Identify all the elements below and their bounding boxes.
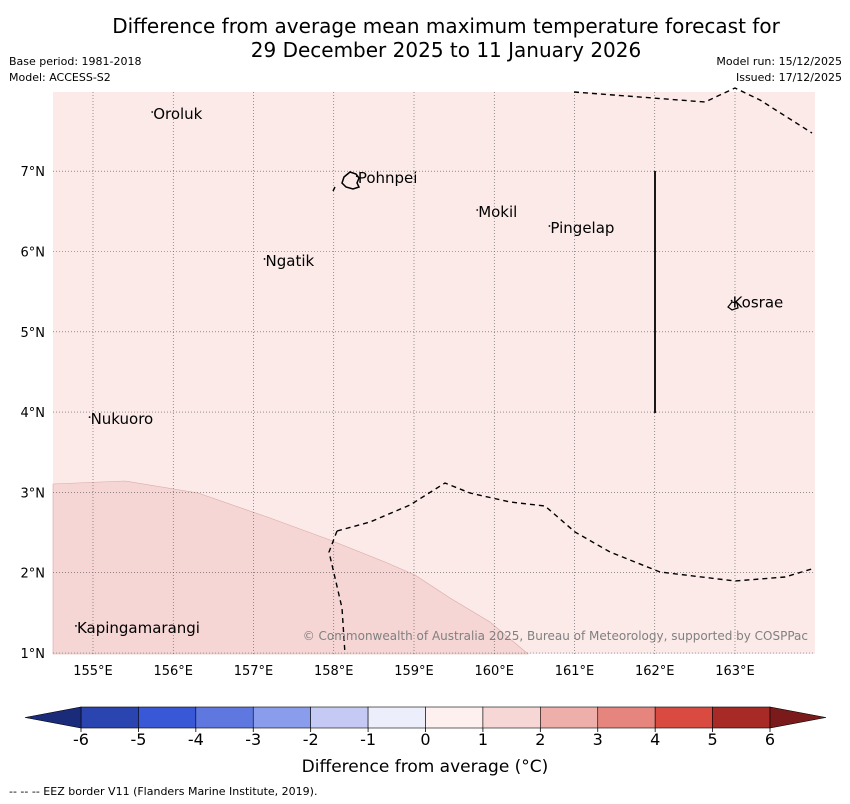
lon-tick-label: 158°E	[314, 664, 354, 679]
anomaly-zone	[52, 480, 529, 655]
map-title: Difference from average mean maximum tem…	[0, 14, 850, 62]
meta-right: Model run: 15/12/2025 Issued: 17/12/2025	[716, 54, 842, 86]
colorbar-tick-label: 2	[535, 730, 545, 749]
lat-tick-label: 2°N	[21, 567, 46, 582]
place-marker	[548, 225, 551, 227]
eez-borders	[328, 87, 816, 655]
colorbar-segment	[138, 706, 197, 729]
colorbar-segment	[425, 706, 484, 729]
colorbar-segment	[597, 706, 656, 729]
lon-tick-label: 159°E	[394, 664, 434, 679]
colorbar-tick-label: 4	[650, 730, 660, 749]
lon-tick-label: 157°E	[234, 664, 274, 679]
place-label: Pingelap	[550, 219, 614, 237]
model-name: Model: ACCESS-S2	[9, 71, 111, 84]
longitude-labels: 155°E 156°E 157°E 158°E 159°E 160°E 161°E 162°E…	[73, 664, 755, 679]
colorbar-tick-label: 1	[478, 730, 488, 749]
place-marker	[88, 416, 91, 419]
lon-tick-label: 162°E	[635, 664, 675, 679]
place-marker	[476, 209, 479, 211]
place-label: Ngatik	[266, 252, 315, 270]
colorbar-tick-label: -6	[73, 730, 89, 749]
place-label: Oroluk	[153, 105, 202, 123]
copyright-notice: © Commonwealth of Australia 2025, Bureau…	[303, 629, 808, 643]
lat-tick-label: 3°N	[21, 486, 46, 501]
lat-tick-label: 4°N	[21, 406, 46, 421]
lat-tick-label: 1°N	[21, 647, 46, 662]
colorbar-segment	[540, 706, 599, 729]
lat-tick-label: 7°N	[21, 165, 46, 180]
model-run: Model run: 15/12/2025	[716, 55, 842, 68]
latitude-labels: 1°N 2°N 3°N 4°N 5°N 6°N 7°N	[21, 165, 46, 662]
colorbar-extend-low	[24, 706, 82, 729]
colorbar-segment	[367, 706, 426, 729]
colorbar-segment	[712, 706, 771, 729]
lon-tick-label: 161°E	[555, 664, 595, 679]
place-labels: Oroluk Pohnpei Mokil Pingelap Ngatik Kosrae Nu…	[75, 105, 783, 637]
colorbar-tick-label: -5	[130, 730, 146, 749]
lon-tick-label: 160°E	[474, 664, 514, 679]
place-label: Mokil	[478, 203, 517, 221]
colorbar-tick-label: -1	[360, 730, 376, 749]
meta-left: Base period: 1981-2018 Model: ACCESS-S2	[9, 54, 141, 86]
colorbar-tick-label: -2	[303, 730, 319, 749]
place-marker	[355, 175, 358, 178]
colorbar: -6 -5 -4 -3 -2 -1 0 1 2 3 4 5 6	[24, 706, 827, 749]
base-period: Base period: 1981-2018	[9, 55, 142, 68]
place-label: Pohnpei	[358, 169, 418, 187]
place-marker	[730, 299, 733, 302]
colorbar-tick-label: 5	[707, 730, 717, 749]
place-marker	[263, 258, 266, 260]
lat-tick-label: 5°N	[21, 326, 46, 341]
colorbar-segment	[195, 706, 254, 729]
place-marker	[75, 625, 77, 627]
colorbar-tick-label: 6	[765, 730, 775, 749]
lon-tick-label: 163°E	[715, 664, 755, 679]
place-label: Nukuoro	[91, 410, 154, 428]
colorbar-extend-high	[769, 706, 827, 729]
colorbar-tick-label: -3	[245, 730, 261, 749]
eez-border-north	[573, 87, 813, 134]
lon-tick-label: 155°E	[73, 664, 113, 679]
colorbar-segment	[310, 706, 369, 729]
colorbar-segment	[654, 706, 713, 729]
colorbar-segment	[252, 706, 311, 729]
eez-border-fragment	[332, 186, 336, 192]
place-label: Kapingamarangi	[77, 619, 200, 637]
colorbar-segment	[80, 706, 139, 729]
colorbar-segment	[482, 706, 541, 729]
lon-tick-label: 156°E	[153, 664, 193, 679]
colorbar-tick-label: -4	[188, 730, 204, 749]
title-line-2: 29 December 2025 to 11 January 2026	[250, 38, 642, 62]
colorbar-tick-label: 0	[420, 730, 430, 749]
issued-date: Issued: 17/12/2025	[735, 71, 842, 84]
title-line-1: Difference from average mean maximum tem…	[112, 14, 780, 38]
place-label: Kosrae	[733, 294, 784, 312]
footnote: -- -- -- EEZ border V11 (Flanders Marine…	[9, 785, 318, 798]
pohnpei-coastline	[341, 171, 361, 190]
colorbar-title: Difference from average (°C)	[301, 757, 549, 777]
lat-tick-label: 6°N	[21, 246, 46, 261]
colorbar-tick-label: 3	[593, 730, 603, 749]
kosrae-coastline	[727, 301, 739, 311]
place-marker	[151, 111, 154, 113]
